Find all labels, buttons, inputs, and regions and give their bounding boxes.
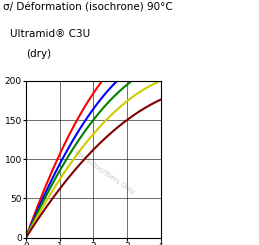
Text: For Subscribers Only: For Subscribers Only: [73, 149, 135, 195]
Text: Ultramid® C3U: Ultramid® C3U: [10, 29, 90, 39]
Text: σ/ Déformation (isochrone) 90°C: σ/ Déformation (isochrone) 90°C: [3, 2, 172, 12]
Text: (dry): (dry): [26, 49, 51, 59]
